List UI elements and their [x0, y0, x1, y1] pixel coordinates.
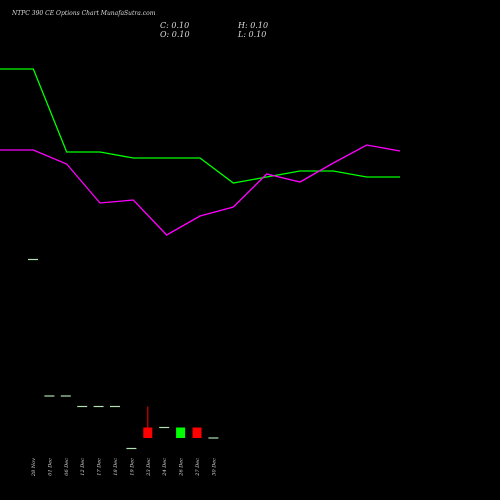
x-tick-label: 23 Dec — [146, 458, 152, 477]
candle-body — [176, 427, 186, 438]
chart-title: NTPC 390 CE Options Chart MunafaSutra.co… — [11, 10, 156, 17]
x-tick-label: 27 Dec — [195, 458, 201, 477]
x-tick-label: 01 Dec — [47, 458, 53, 476]
x-tick-label: 18 Dec — [113, 458, 119, 476]
candle-body — [192, 427, 202, 438]
x-tick-label: 17 Dec — [97, 458, 103, 476]
ohlc-low: L: 0.10 — [237, 30, 266, 39]
ohlc-open: O: 0.10 — [160, 30, 190, 39]
ohlc-high: H: 0.10 — [237, 21, 268, 30]
ma-line — [0, 68, 400, 184]
x-tick-label: 19 Dec — [129, 458, 135, 476]
x-tick-label: 12 Dec — [80, 458, 86, 476]
x-tick-label: 28 Nov — [31, 458, 37, 477]
ohlc-close: C: 0.10 — [160, 21, 189, 30]
x-tick-label: 30 Dec — [211, 458, 217, 476]
ma-line — [0, 144, 401, 236]
x-tick-label: 24 Dec — [162, 458, 168, 477]
candle-body — [143, 427, 153, 438]
x-tick-label: 06 Dec — [64, 458, 70, 476]
x-tick-label: 26 Dec — [179, 458, 185, 477]
